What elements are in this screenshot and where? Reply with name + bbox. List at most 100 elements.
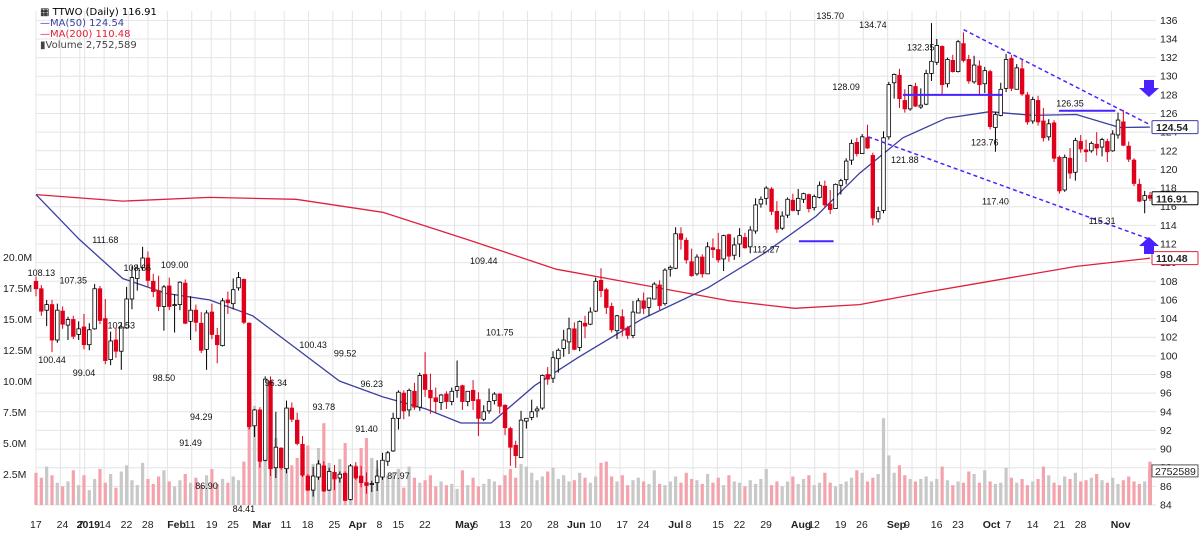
candle-body bbox=[1137, 183, 1142, 202]
volume-bar bbox=[77, 485, 81, 505]
volume-bar bbox=[599, 462, 603, 505]
volume-bar bbox=[951, 485, 955, 505]
volume-bar bbox=[1041, 466, 1045, 505]
date-tick-label: Feb bbox=[167, 519, 186, 531]
candle-body bbox=[982, 70, 987, 85]
candle-body bbox=[534, 408, 540, 412]
volume-bar bbox=[961, 482, 966, 505]
volume-bar bbox=[45, 466, 49, 505]
volume-bar bbox=[178, 480, 182, 505]
volume-bar bbox=[50, 475, 54, 505]
candle-body bbox=[881, 137, 886, 211]
candle-body bbox=[460, 385, 465, 402]
ma50-tag-box bbox=[1151, 120, 1199, 135]
price-tick-label: 106 bbox=[1160, 294, 1178, 306]
candle-body bbox=[369, 483, 374, 485]
candle-body bbox=[454, 386, 460, 391]
candle-body bbox=[822, 185, 828, 206]
date-tick-label: 17 bbox=[30, 519, 42, 531]
candle-body bbox=[332, 471, 337, 480]
candle-body bbox=[257, 409, 263, 462]
candle-body bbox=[854, 142, 860, 155]
candle-body bbox=[604, 289, 609, 308]
legend-ma200-text: MA(200) 110.48 bbox=[50, 29, 131, 40]
candle-body bbox=[977, 65, 982, 86]
candle-body bbox=[598, 279, 604, 292]
volume-bar bbox=[1116, 483, 1120, 505]
candle-body bbox=[199, 322, 204, 351]
candle-body bbox=[1057, 156, 1062, 192]
legend-ticker-text: TTWO (Daily) 116.91 bbox=[52, 7, 157, 18]
candle-body bbox=[97, 288, 103, 321]
volume-bar bbox=[615, 481, 619, 505]
candle-body bbox=[945, 59, 950, 85]
candle-body bbox=[204, 312, 209, 350]
price-label: 86.90 bbox=[195, 481, 218, 491]
candle-body bbox=[231, 289, 236, 305]
price-label: 98.50 bbox=[153, 373, 176, 383]
volume-bar bbox=[290, 465, 294, 505]
candle-body bbox=[566, 328, 572, 343]
volume-bar bbox=[583, 477, 587, 505]
candle-body bbox=[508, 428, 513, 448]
volume-bar bbox=[492, 481, 496, 505]
candle-body bbox=[273, 446, 279, 469]
candle-body bbox=[838, 180, 844, 186]
volume-bar bbox=[652, 470, 656, 505]
candle-body bbox=[401, 392, 406, 412]
volume-bar bbox=[663, 485, 667, 505]
candle-body bbox=[241, 279, 247, 323]
date-tick-label: 15 bbox=[392, 519, 404, 531]
candle-body bbox=[374, 475, 380, 484]
price-label: 99.04 bbox=[73, 368, 96, 378]
candle-body bbox=[657, 284, 662, 306]
price-tick-label: 128 bbox=[1160, 89, 1178, 101]
volume-bar bbox=[817, 482, 822, 505]
candle-body bbox=[81, 326, 87, 346]
candle-body bbox=[1121, 121, 1126, 146]
candle-body bbox=[801, 193, 806, 200]
volume-bar bbox=[61, 486, 65, 505]
price-label: 108.13 bbox=[28, 268, 56, 278]
candle-body bbox=[641, 300, 646, 309]
volume-bar bbox=[402, 487, 406, 505]
candle-body bbox=[1009, 58, 1014, 89]
price-tick-label: 130 bbox=[1160, 71, 1178, 83]
ma200-tag-box bbox=[1151, 251, 1199, 266]
volume-bar bbox=[204, 475, 209, 505]
volume-bar bbox=[508, 469, 512, 505]
price-label: 117.40 bbox=[982, 197, 1009, 207]
date-tick-label: Jun bbox=[567, 519, 586, 531]
candle-body bbox=[998, 88, 1003, 116]
volume-bar bbox=[642, 481, 646, 505]
candle-body bbox=[406, 389, 412, 411]
volume-bar bbox=[546, 471, 550, 505]
volume-bar bbox=[871, 477, 875, 505]
volume-bar bbox=[972, 474, 976, 505]
price-label: 96.23 bbox=[361, 379, 384, 389]
candle-body bbox=[183, 282, 188, 324]
price-label: 100.44 bbox=[38, 355, 66, 365]
volume-bar bbox=[785, 481, 790, 505]
candle-body bbox=[76, 328, 81, 335]
price-label: 84.41 bbox=[233, 504, 256, 514]
candle-body bbox=[358, 475, 364, 484]
ma50-swatch-icon: — bbox=[40, 18, 50, 29]
candle-body bbox=[422, 374, 428, 390]
volume-bar bbox=[881, 418, 886, 505]
candle-body bbox=[247, 322, 252, 428]
trendline bbox=[867, 136, 1151, 241]
candle-body bbox=[817, 184, 822, 198]
candle-body bbox=[145, 257, 151, 281]
volume-bar bbox=[156, 476, 161, 505]
candle-body bbox=[684, 239, 689, 261]
price-tick-label: 94 bbox=[1160, 406, 1172, 418]
volume-bar bbox=[503, 475, 507, 505]
volume-tick-label: 20.0M bbox=[3, 252, 32, 264]
volume-bar bbox=[162, 470, 166, 505]
date-tick-label: 14 bbox=[99, 519, 111, 531]
candle-body bbox=[742, 237, 748, 249]
candle-body bbox=[678, 233, 684, 240]
candle-body bbox=[875, 210, 881, 220]
candle-body bbox=[1041, 120, 1046, 139]
